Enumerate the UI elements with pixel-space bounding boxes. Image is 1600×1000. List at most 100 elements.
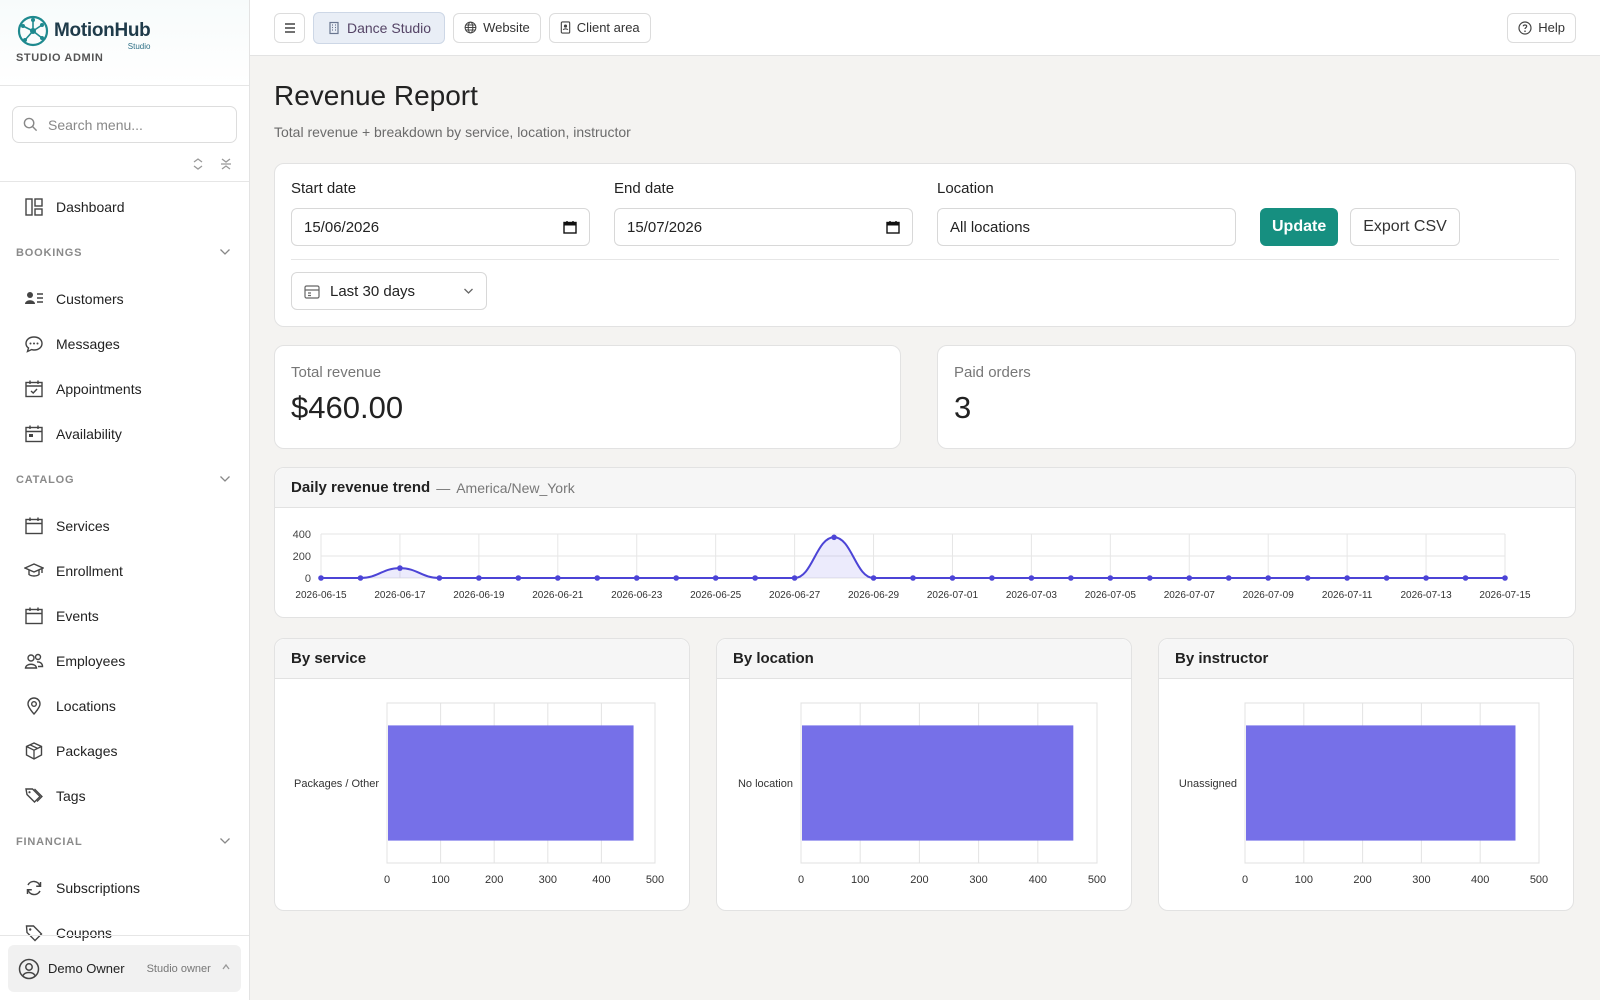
customers-icon [24, 289, 44, 309]
sidebar-item-tags[interactable]: Tags [0, 773, 249, 818]
x-tick-label: 2026-06-15 [295, 590, 347, 601]
sidebar-item-services[interactable]: Services [0, 503, 249, 548]
total-revenue-value: $460.00 [291, 390, 404, 425]
sidebar-item-label: Subscriptions [56, 879, 141, 896]
globe-icon [464, 21, 477, 34]
chevron-down-icon [464, 288, 473, 294]
data-point [436, 575, 443, 581]
sidebar-item-enrollment[interactable]: Enrollment [0, 548, 249, 593]
x-tick-label: 300 [1412, 874, 1430, 886]
search-menu-field[interactable] [12, 106, 237, 143]
sidebar-item-label: Packages [56, 742, 118, 759]
sidebar-item-coupons[interactable]: Coupons [0, 910, 249, 955]
trend-timezone: America/New_York [456, 479, 575, 496]
page-title: Revenue Report [274, 80, 478, 111]
menu-toggle-button[interactable] [274, 12, 305, 43]
search-icon [23, 117, 38, 132]
data-point [949, 575, 956, 581]
x-tick-label: 2026-06-23 [611, 590, 663, 601]
nav-section-catalog[interactable]: CATALOG [0, 456, 249, 503]
end-date-value: 15/07/2026 [627, 218, 703, 236]
start-date-input[interactable]: 15/06/2026 [291, 208, 590, 246]
export-csv-button[interactable]: Export CSV [1350, 208, 1460, 246]
people-icon [24, 651, 44, 671]
calendar-icon [24, 516, 44, 536]
chevron-down-icon[interactable] [219, 247, 231, 259]
x-tick-label: 2026-06-17 [374, 590, 426, 601]
help-button[interactable]: Help [1507, 12, 1576, 43]
search-menu-input[interactable] [48, 116, 218, 133]
calendar-picker-icon[interactable] [563, 220, 577, 234]
sidebar-item-subscriptions[interactable]: Subscriptions [0, 865, 249, 910]
sidebar-item-label: Enrollment [56, 562, 123, 579]
x-tick-label: 500 [646, 874, 664, 886]
help-label: Help [1538, 20, 1565, 35]
user-menu[interactable]: Demo Owner Studio owner [8, 945, 241, 992]
brand-name: MotionHub [54, 20, 151, 41]
by-location-chart: 0 100 200 300 400 500 No location [738, 702, 1106, 886]
calendar-picker-icon[interactable] [886, 220, 900, 234]
x-tick-label: 100 [1295, 874, 1313, 886]
calendar-grid-icon [24, 424, 44, 444]
calendar-range-icon [304, 284, 320, 299]
date-range-select[interactable]: Last 30 days [291, 272, 487, 310]
by-location-title: By location [733, 650, 814, 667]
sidebar-item-label: Coupons [56, 924, 113, 941]
sidebar-item-customers[interactable]: Customers [0, 276, 249, 321]
by-service-card: By service 0 100 200 300 400 500 Packages / Ot… [274, 638, 690, 911]
data-point [1383, 575, 1390, 581]
x-tick-label: 2026-06-29 [848, 590, 900, 601]
bar [1246, 725, 1516, 841]
x-tick-label: 2026-07-13 [1400, 590, 1452, 601]
data-point [910, 575, 916, 581]
x-tick-label: 400 [1471, 874, 1489, 886]
sidebar-item-locations[interactable]: Locations [0, 683, 249, 728]
x-tick-label: 500 [1530, 874, 1548, 886]
chevron-down-icon[interactable] [219, 836, 231, 848]
sidebar-item-label: Tags [56, 787, 86, 804]
bar [388, 725, 634, 841]
x-tick-label: 2026-07-01 [927, 590, 979, 601]
y-tick-label: 400 [293, 529, 311, 541]
sidebar-item-dashboard[interactable]: Dashboard [0, 184, 249, 229]
sidebar-item-packages[interactable]: Packages [0, 728, 249, 773]
nav-section-financial[interactable]: FINANCIAL [0, 818, 249, 865]
hamburger-icon [284, 22, 295, 33]
data-point [397, 565, 403, 571]
sidebar-item-employees[interactable]: Employees [0, 638, 249, 683]
data-point [1462, 575, 1469, 581]
data-point [1502, 575, 1508, 581]
topbar: Dance Studio Website Client area Help [250, 0, 1600, 56]
category-label: No location [738, 778, 793, 790]
user-avatar-icon [18, 958, 40, 979]
daily-revenue-chart: 0 200 400 2026-06-15 2026-06-17 2026-06-19 202… [293, 529, 1531, 601]
sidebar-item-appointments[interactable]: Appointments [0, 366, 249, 411]
daily-trend-card: Daily revenue trend — America/New_York 0… [274, 467, 1576, 618]
nav-section-label: CATALOG [16, 473, 75, 486]
studio-switch-button[interactable]: Dance Studio [313, 11, 446, 44]
update-button[interactable]: Update [1260, 208, 1339, 246]
chevron-down-icon[interactable] [219, 474, 231, 486]
x-tick-label: 0 [1242, 874, 1248, 886]
nav-section-bookings[interactable]: BOOKINGS [0, 229, 249, 276]
data-point [318, 575, 324, 581]
end-date-input[interactable]: 15/07/2026 [614, 208, 913, 246]
data-point [555, 575, 561, 581]
client-area-button[interactable]: Client area [548, 12, 651, 43]
location-select[interactable]: All locations [937, 208, 1236, 246]
sidebar-item-messages[interactable]: Messages [0, 321, 249, 366]
sidebar-item-availability[interactable]: Availability [0, 411, 249, 456]
data-point [752, 575, 758, 581]
sidebar-item-events[interactable]: Events [0, 593, 249, 638]
x-tick-label: 100 [431, 874, 449, 886]
by-location-card: By location 0 100 200 300 400 500 No location [716, 638, 1132, 911]
x-tick-label: 200 [485, 874, 503, 886]
location-value: All locations [950, 218, 1031, 236]
website-button[interactable]: Website [453, 12, 541, 43]
expand-all-icon[interactable] [191, 157, 205, 175]
sidebar: MotionHub Studio STUDIO ADMIN Dashboard B… [0, 0, 250, 1000]
role-label: STUDIO ADMIN [16, 52, 104, 64]
x-tick-label: 0 [384, 874, 390, 886]
collapse-all-icon[interactable] [219, 157, 233, 175]
filters-card: Start date 15/06/2026 End date 15/07/202… [274, 163, 1576, 327]
